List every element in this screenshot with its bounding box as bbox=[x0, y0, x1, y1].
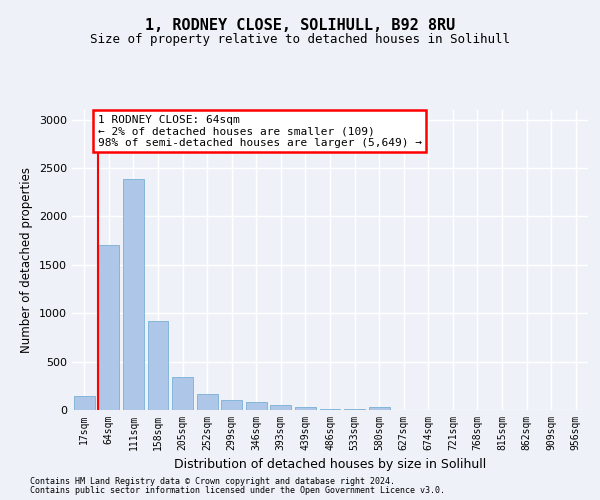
Bar bbox=[295, 407, 316, 410]
Y-axis label: Number of detached properties: Number of detached properties bbox=[20, 167, 34, 353]
Text: Contains public sector information licensed under the Open Government Licence v3: Contains public sector information licen… bbox=[30, 486, 445, 495]
Bar bbox=[344, 409, 365, 410]
Text: Size of property relative to detached houses in Solihull: Size of property relative to detached ho… bbox=[90, 32, 510, 46]
Bar bbox=[246, 402, 267, 410]
Text: 1 RODNEY CLOSE: 64sqm
← 2% of detached houses are smaller (109)
98% of semi-deta: 1 RODNEY CLOSE: 64sqm ← 2% of detached h… bbox=[98, 115, 422, 148]
Bar bbox=[98, 244, 119, 410]
Text: Contains HM Land Registry data © Crown copyright and database right 2024.: Contains HM Land Registry data © Crown c… bbox=[30, 477, 395, 486]
Bar bbox=[123, 178, 144, 410]
Bar bbox=[74, 396, 95, 410]
Bar bbox=[271, 404, 292, 410]
Bar bbox=[172, 376, 193, 410]
Bar bbox=[221, 400, 242, 410]
Bar bbox=[148, 321, 169, 410]
Bar bbox=[320, 408, 340, 410]
Bar bbox=[197, 394, 218, 410]
Bar bbox=[368, 407, 389, 410]
Text: 1, RODNEY CLOSE, SOLIHULL, B92 8RU: 1, RODNEY CLOSE, SOLIHULL, B92 8RU bbox=[145, 18, 455, 32]
X-axis label: Distribution of detached houses by size in Solihull: Distribution of detached houses by size … bbox=[174, 458, 486, 471]
